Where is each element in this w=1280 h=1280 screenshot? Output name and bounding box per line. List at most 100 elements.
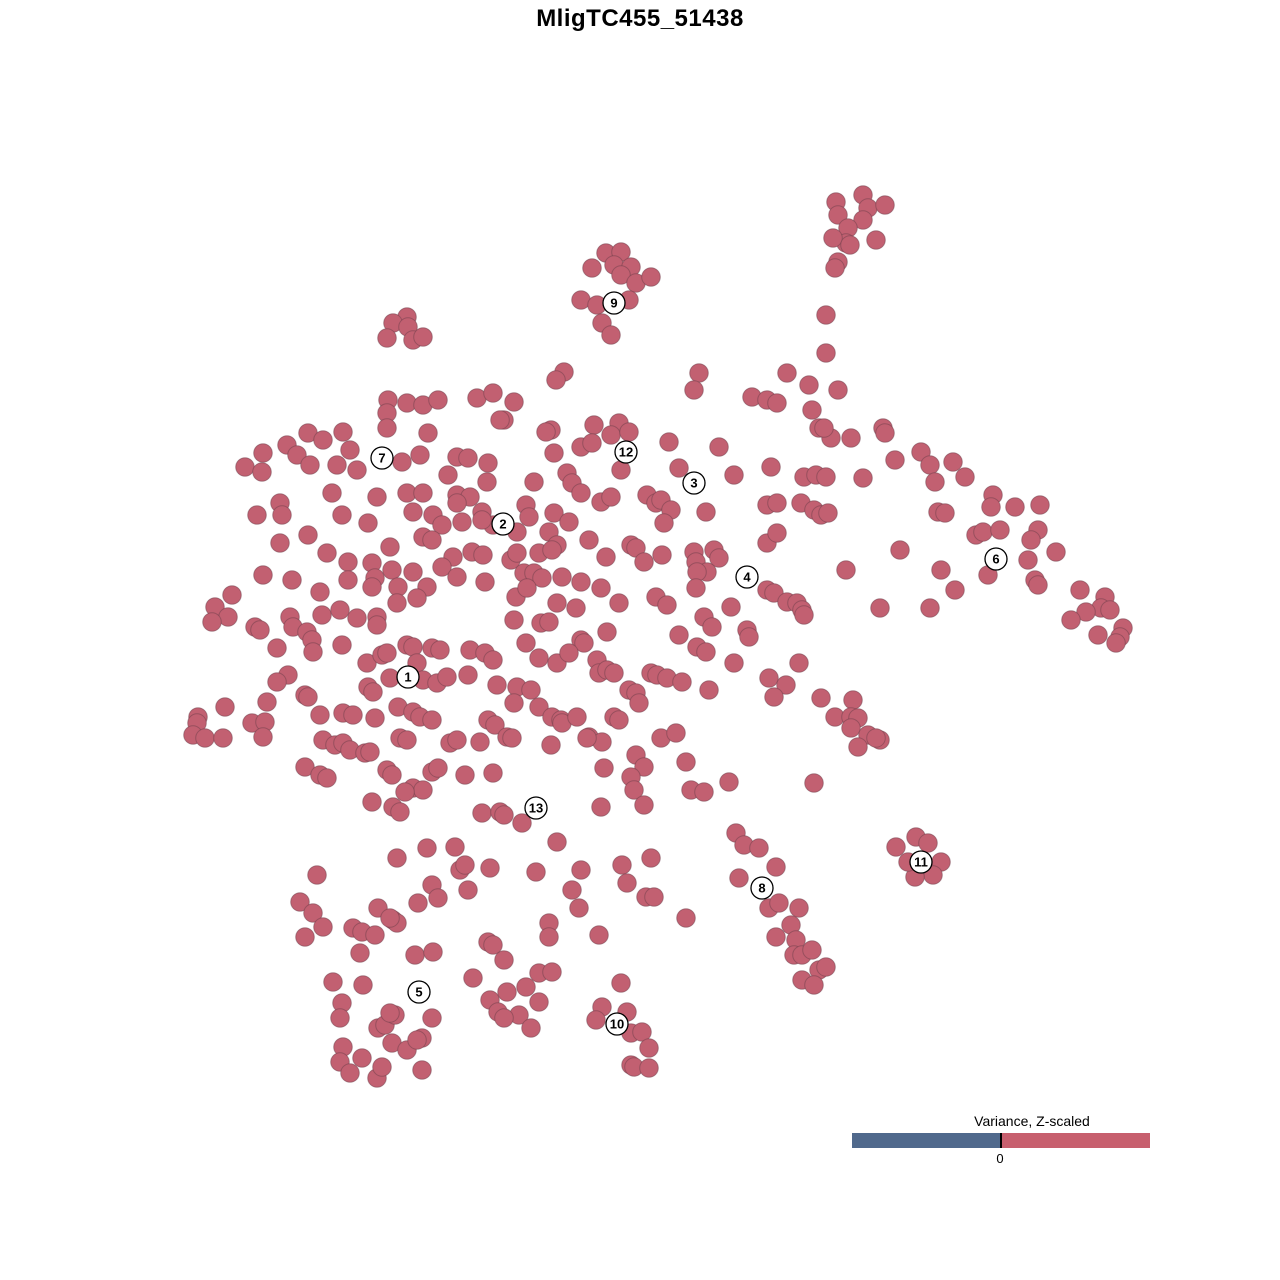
- data-point: [591, 797, 611, 817]
- data-point: [1100, 600, 1120, 620]
- data-point: [657, 595, 677, 615]
- data-point: [382, 560, 402, 580]
- data-point: [395, 782, 415, 802]
- data-point: [840, 235, 860, 255]
- data-point: [634, 757, 654, 777]
- data-point: [789, 898, 809, 918]
- data-point: [382, 765, 402, 785]
- data-point: [776, 675, 796, 695]
- data-point: [327, 455, 347, 475]
- data-point: [639, 1038, 659, 1058]
- data-point: [407, 1030, 427, 1050]
- data-point: [357, 653, 377, 673]
- data-point: [494, 1008, 514, 1028]
- data-point: [463, 968, 483, 988]
- cluster-label-circle: [735, 565, 759, 589]
- data-point: [617, 873, 637, 893]
- data-point: [353, 975, 373, 995]
- data-point: [816, 467, 836, 487]
- data-point: [475, 572, 495, 592]
- cluster-label-11: 11: [909, 850, 933, 874]
- data-point: [202, 612, 222, 632]
- data-point: [387, 848, 407, 868]
- data-point: [566, 598, 586, 618]
- data-point: [338, 552, 358, 572]
- data-point: [350, 943, 370, 963]
- data-point: [430, 640, 450, 660]
- data-point: [802, 400, 822, 420]
- cluster-label-circle: [682, 471, 706, 495]
- data-point: [287, 445, 307, 465]
- data-point: [794, 605, 814, 625]
- data-point: [816, 343, 836, 363]
- data-point: [828, 205, 848, 225]
- data-point: [407, 588, 427, 608]
- cluster-label-circle: [370, 446, 394, 470]
- data-point: [955, 467, 975, 487]
- data-point: [195, 728, 215, 748]
- data-point: [767, 393, 787, 413]
- data-point: [253, 443, 273, 463]
- data-point: [544, 503, 564, 523]
- data-point: [504, 693, 524, 713]
- data-point: [841, 718, 861, 738]
- data-point: [1070, 580, 1090, 600]
- data-point: [577, 728, 597, 748]
- data-point: [669, 458, 689, 478]
- data-point: [931, 560, 951, 580]
- data-point: [447, 730, 467, 750]
- data-point: [447, 493, 467, 513]
- data-point: [1021, 530, 1041, 550]
- data-point: [418, 423, 438, 443]
- data-point: [521, 680, 541, 700]
- cluster-label-7: 7: [370, 446, 394, 470]
- cluster-label-9: 9: [602, 291, 626, 315]
- cluster-label-3: 3: [682, 471, 706, 495]
- data-point: [458, 665, 478, 685]
- cluster-label-text: 6: [992, 552, 999, 567]
- data-point: [516, 977, 536, 997]
- data-point: [332, 505, 352, 525]
- data-point: [290, 892, 310, 912]
- plot-title: MligTC455_51438: [536, 5, 744, 32]
- data-point: [298, 525, 318, 545]
- cluster-label-text: 10: [610, 1017, 624, 1032]
- data-point: [804, 773, 824, 793]
- data-point: [490, 410, 510, 430]
- cluster-label-text: 2: [499, 517, 506, 532]
- data-point: [825, 258, 845, 278]
- data-point: [601, 487, 621, 507]
- data-point: [582, 258, 602, 278]
- data-point: [767, 493, 787, 513]
- data-point: [875, 195, 895, 215]
- data-point: [413, 780, 433, 800]
- data-point: [253, 727, 273, 747]
- data-point: [478, 453, 498, 473]
- data-point: [267, 638, 287, 658]
- legend-negative-segment: [852, 1133, 1001, 1148]
- data-point: [596, 547, 616, 567]
- data-point: [340, 440, 360, 460]
- data-point: [526, 862, 546, 882]
- data-point: [918, 833, 938, 853]
- data-point: [579, 530, 599, 550]
- data-point: [689, 363, 709, 383]
- data-point: [739, 627, 759, 647]
- data-point: [925, 472, 945, 492]
- data-point: [619, 422, 639, 442]
- data-point: [367, 615, 387, 635]
- data-point: [215, 697, 235, 717]
- data-point: [267, 672, 287, 692]
- data-point: [340, 1063, 360, 1083]
- data-point: [694, 782, 714, 802]
- data-point: [709, 548, 729, 568]
- data-point: [804, 975, 824, 995]
- cluster-label-circle: [909, 850, 933, 874]
- data-point: [458, 880, 478, 900]
- data-point: [814, 418, 834, 438]
- data-point: [591, 578, 611, 598]
- data-point: [559, 643, 579, 663]
- cluster-label-text: 11: [914, 855, 928, 870]
- data-point: [542, 540, 562, 560]
- data-point: [696, 502, 716, 522]
